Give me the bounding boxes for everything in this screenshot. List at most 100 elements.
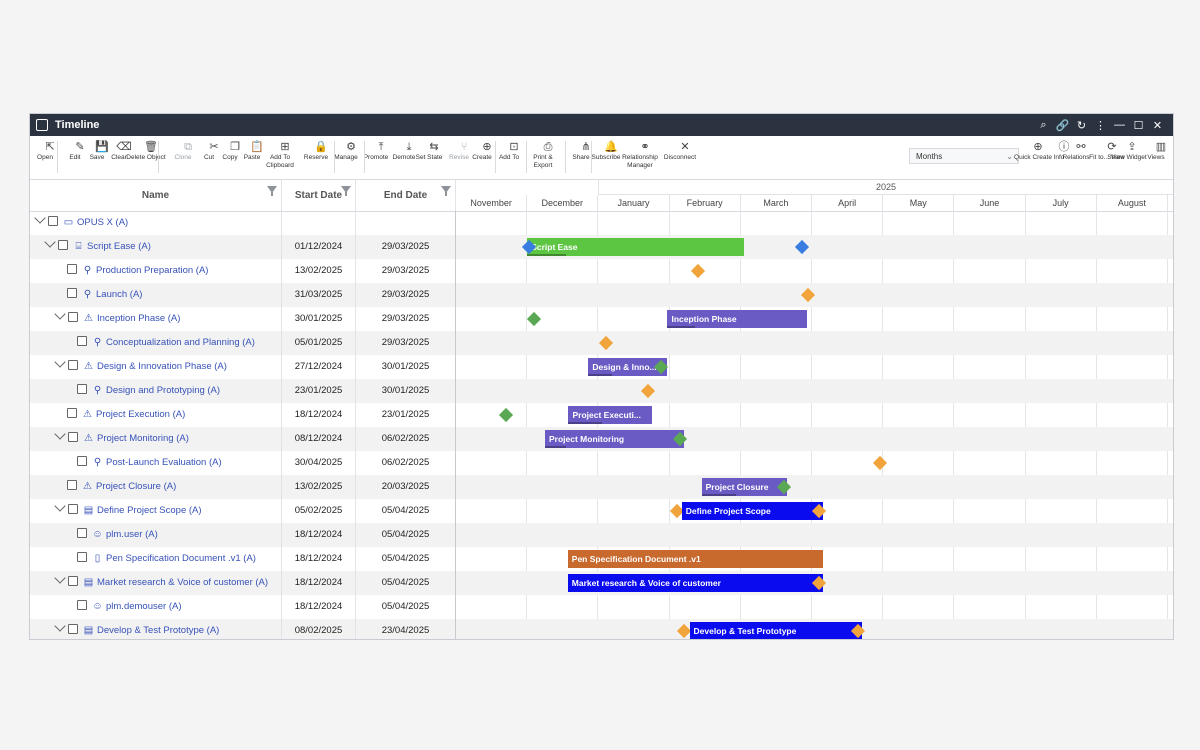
gantt-bar[interactable]: Project Executi... <box>568 406 652 424</box>
row-checkbox[interactable] <box>68 360 78 370</box>
table-row[interactable]: ⚲ Production Preparation (A) 13/02/2025 29/… <box>30 259 1173 283</box>
minimize-icon[interactable]: — <box>1114 119 1125 131</box>
gantt-bar[interactable]: Design & Inno... <box>588 358 668 376</box>
more-icon[interactable]: ⋮ <box>1095 119 1106 132</box>
chevron-down-icon[interactable] <box>54 308 66 320</box>
manage-button[interactable]: ⚙ Manage <box>334 140 366 162</box>
relations-button[interactable]: ⚯ Relations <box>1062 140 1096 162</box>
demote-button[interactable]: ⤓ Demote <box>393 140 424 162</box>
revise-button[interactable]: ⑂ Revise <box>449 140 479 162</box>
gantt-bar[interactable]: Inception Phase <box>667 310 807 328</box>
table-row[interactable]: ⚠ Project Execution (A) 18/12/2024 23/01/20… <box>30 403 1173 427</box>
table-row[interactable]: ⚲ Conceptualization and Planning (A) 05/01… <box>30 331 1173 355</box>
subscribe-button[interactable]: 🔔 Subscribe <box>592 140 626 162</box>
refresh-icon[interactable]: ↻ <box>1076 119 1087 132</box>
end-date-cell[interactable] <box>356 211 456 235</box>
search-icon[interactable]: ⌕ <box>1040 118 1047 131</box>
row-checkbox[interactable] <box>68 432 78 442</box>
table-row[interactable]: ⚲ Launch (A) 31/03/2025 29/03/2025 <box>30 283 1173 307</box>
object-link[interactable]: plm.user (A) <box>106 529 158 540</box>
delete-object-button[interactable]: 🗑 Delete Object <box>126 140 166 162</box>
chevron-down-icon[interactable] <box>54 620 66 632</box>
clone-button[interactable]: ⧉ Clone <box>173 140 203 162</box>
save-button[interactable]: 💾 Save <box>87 140 117 162</box>
disconnect-button[interactable]: ✕ Disconnect <box>664 140 700 162</box>
row-checkbox[interactable] <box>68 576 78 586</box>
fit-to-view-button[interactable]: ⟳ Fit to... View <box>1089 140 1127 162</box>
column-header-name[interactable]: Name <box>30 180 282 211</box>
gantt-bar[interactable]: Market research & Voice of customer <box>567 574 823 592</box>
row-checkbox[interactable] <box>67 480 77 490</box>
table-row[interactable]: ⚲ Design and Prototyping (A) 23/01/2025 30/… <box>30 379 1173 403</box>
chevron-down-icon[interactable] <box>54 572 66 584</box>
set-state-button[interactable]: ⇆ Set State <box>416 140 449 162</box>
table-row[interactable]: ▤ Develop & Test Prototype (A) 08/02/2025 2… <box>30 619 1173 639</box>
end-date-cell[interactable]: 29/03/2025 <box>356 307 456 331</box>
start-date-cell[interactable]: 18/12/2024 <box>282 595 356 619</box>
start-date-cell[interactable]: 01/12/2024 <box>282 235 356 259</box>
row-checkbox[interactable] <box>67 408 77 418</box>
table-row[interactable]: ☺ plm.demouser (A) 18/12/2024 05/04/2025 <box>30 595 1173 619</box>
gantt-bar[interactable]: Project Monitoring <box>545 430 684 448</box>
object-link[interactable]: Project Monitoring (A) <box>97 433 189 444</box>
table-row[interactable]: ▯ Pen Specification Document .v1 (A) 18/12… <box>30 547 1173 571</box>
object-link[interactable]: Project Execution (A) <box>96 409 186 420</box>
row-checkbox[interactable] <box>77 552 87 562</box>
start-date-cell[interactable]: 05/02/2025 <box>282 499 356 523</box>
zoom-level-select[interactable]: Months ⌄ <box>909 148 1019 164</box>
views-button[interactable]: ▥ Views <box>1146 140 1173 162</box>
start-date-cell[interactable]: 18/12/2024 <box>282 523 356 547</box>
object-link[interactable]: Conceptualization and Planning (A) <box>106 337 255 348</box>
end-date-cell[interactable]: 29/03/2025 <box>356 331 456 355</box>
info-button[interactable]: ⓘ Info <box>1049 140 1079 162</box>
copy-button[interactable]: ❐ Copy <box>220 140 250 162</box>
row-checkbox[interactable] <box>67 264 77 274</box>
start-date-cell[interactable]: 18/12/2024 <box>282 571 356 595</box>
link-icon[interactable]: 🔗 <box>1055 119 1070 132</box>
share-button[interactable]: ⋔ Share <box>571 140 601 162</box>
reserve-button[interactable]: 🔒 Reserve <box>304 140 336 162</box>
chevron-down-icon[interactable] <box>54 356 66 368</box>
row-checkbox[interactable] <box>68 312 78 322</box>
table-row[interactable]: ⚠ Inception Phase (A) 30/01/2025 29/03/2025 <box>30 307 1173 331</box>
table-row[interactable]: ⚠ Design & Innovation Phase (A) 27/12/2024… <box>30 355 1173 379</box>
object-link[interactable]: Post-Launch Evaluation (A) <box>106 457 222 468</box>
end-date-cell[interactable]: 23/04/2025 <box>356 619 456 639</box>
promote-button[interactable]: ⤒ Promote <box>364 140 396 162</box>
object-link[interactable]: Market research & Voice of customer (A) <box>97 577 269 588</box>
end-date-cell[interactable]: 23/01/2025 <box>356 403 456 427</box>
filter-icon[interactable] <box>341 186 351 196</box>
object-link[interactable]: Pen Specification Document .v1 (A) <box>106 553 256 564</box>
end-date-cell[interactable]: 05/04/2025 <box>356 499 456 523</box>
start-date-cell[interactable]: 13/02/2025 <box>282 259 356 283</box>
start-date-cell[interactable]: 18/12/2024 <box>282 547 356 571</box>
create-button[interactable]: ⊕ Create <box>472 140 502 162</box>
end-date-cell[interactable]: 30/01/2025 <box>356 379 456 403</box>
start-date-cell[interactable]: 08/12/2024 <box>282 427 356 451</box>
row-checkbox[interactable] <box>77 384 87 394</box>
row-checkbox[interactable] <box>58 240 68 250</box>
object-link[interactable]: Launch (A) <box>96 289 143 300</box>
start-date-cell[interactable]: 30/01/2025 <box>282 307 356 331</box>
start-date-cell[interactable]: 23/01/2025 <box>282 379 356 403</box>
start-date-cell[interactable]: 18/12/2024 <box>282 403 356 427</box>
object-link[interactable]: OPUS X (A) <box>77 217 129 228</box>
row-checkbox[interactable] <box>67 288 77 298</box>
cut-button[interactable]: ✂ Cut <box>199 140 229 162</box>
table-row[interactable]: ▭ OPUS X (A) <box>30 211 1173 235</box>
end-date-cell[interactable]: 05/04/2025 <box>356 595 456 619</box>
edit-button[interactable]: ✎ Edit <box>65 140 95 162</box>
maximize-icon[interactable]: ☐ <box>1133 119 1144 132</box>
close-icon[interactable]: ✕ <box>1152 119 1163 132</box>
gantt-bar[interactable]: Develop & Test Prototype <box>689 622 862 639</box>
quick-create-button[interactable]: ⊕ Quick Create <box>1014 140 1053 162</box>
start-date-cell[interactable]: 13/02/2025 <box>282 475 356 499</box>
row-checkbox[interactable] <box>77 600 87 610</box>
end-date-cell[interactable]: 06/02/2025 <box>356 427 456 451</box>
gantt-bar[interactable]: Define Project Scope <box>681 502 823 520</box>
end-date-cell[interactable]: 29/03/2025 <box>356 259 456 283</box>
add-to-clipboard-button[interactable]: ⊞ Add To Clipboard <box>266 140 300 169</box>
gantt-bar[interactable]: Project Closure <box>701 478 788 496</box>
start-date-cell[interactable]: 30/04/2025 <box>282 451 356 475</box>
chevron-down-icon[interactable] <box>54 500 66 512</box>
